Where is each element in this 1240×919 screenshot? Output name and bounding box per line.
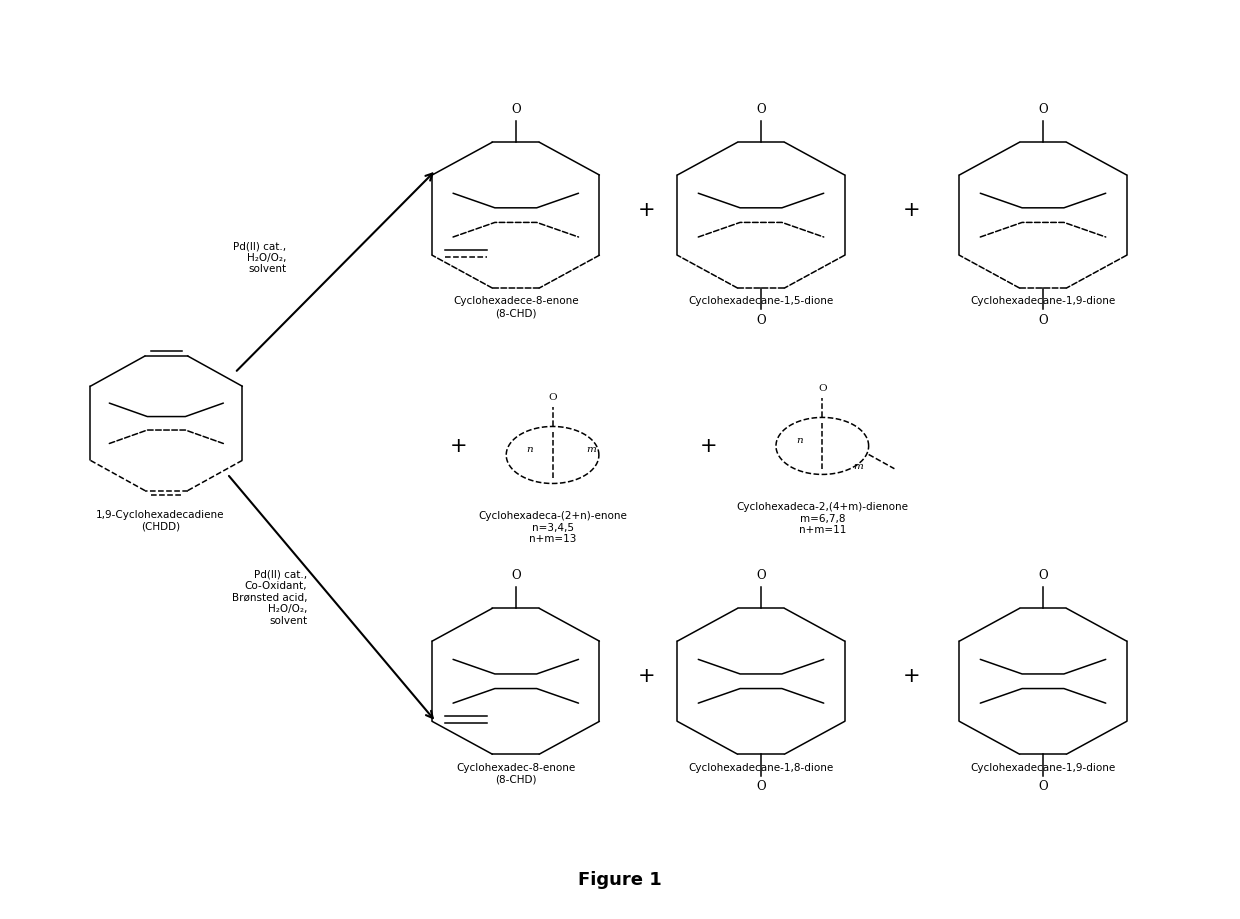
Text: n: n xyxy=(526,445,533,454)
Text: Cyclohexadec-8-enone
(8-CHD): Cyclohexadec-8-enone (8-CHD) xyxy=(456,763,575,784)
Text: 1,9-Cyclohexadecadiene
(CHDD): 1,9-Cyclohexadecadiene (CHDD) xyxy=(95,510,224,532)
Text: Pd(II) cat.,
Co-Oxidant,
Brønsted acid,
H₂O/O₂,
solvent: Pd(II) cat., Co-Oxidant, Brønsted acid, … xyxy=(232,570,308,626)
Text: O: O xyxy=(1038,314,1048,327)
Text: O: O xyxy=(818,384,827,392)
Text: Cyclohexadece-8-enone
(8-CHD): Cyclohexadece-8-enone (8-CHD) xyxy=(453,297,579,318)
Text: Cyclohexadecane-1,9-dione: Cyclohexadecane-1,9-dione xyxy=(971,297,1116,307)
Text: n: n xyxy=(796,436,802,445)
Text: Cyclohexadeca-2,(4+m)-dienone
m=6,7,8
n+m=11: Cyclohexadeca-2,(4+m)-dienone m=6,7,8 n+… xyxy=(737,502,909,535)
Text: O: O xyxy=(1038,570,1048,583)
Text: +: + xyxy=(639,665,656,686)
Text: O: O xyxy=(511,103,521,117)
Text: O: O xyxy=(756,570,766,583)
Text: Cyclohexadecane-1,9-dione: Cyclohexadecane-1,9-dione xyxy=(971,763,1116,773)
Text: Pd(II) cat.,
H₂O/O₂,
solvent: Pd(II) cat., H₂O/O₂, solvent xyxy=(233,241,286,275)
Text: O: O xyxy=(756,780,766,793)
Text: Figure 1: Figure 1 xyxy=(578,871,662,890)
Text: Cyclohexadeca-(2+n)-enone
n=3,4,5
n+m=13: Cyclohexadeca-(2+n)-enone n=3,4,5 n+m=13 xyxy=(479,511,627,544)
Text: Cyclohexadecane-1,5-dione: Cyclohexadecane-1,5-dione xyxy=(688,297,833,307)
Text: m: m xyxy=(587,445,596,454)
Text: +: + xyxy=(449,436,467,456)
Text: +: + xyxy=(699,436,717,456)
Text: O: O xyxy=(548,392,557,402)
Text: O: O xyxy=(1038,103,1048,117)
Text: O: O xyxy=(756,314,766,327)
Text: O: O xyxy=(756,103,766,117)
Text: +: + xyxy=(903,665,920,686)
Text: m: m xyxy=(853,462,863,471)
Text: O: O xyxy=(1038,780,1048,793)
Text: Cyclohexadecane-1,8-dione: Cyclohexadecane-1,8-dione xyxy=(688,763,833,773)
Text: +: + xyxy=(903,199,920,220)
Text: O: O xyxy=(511,570,521,583)
Text: +: + xyxy=(639,199,656,220)
